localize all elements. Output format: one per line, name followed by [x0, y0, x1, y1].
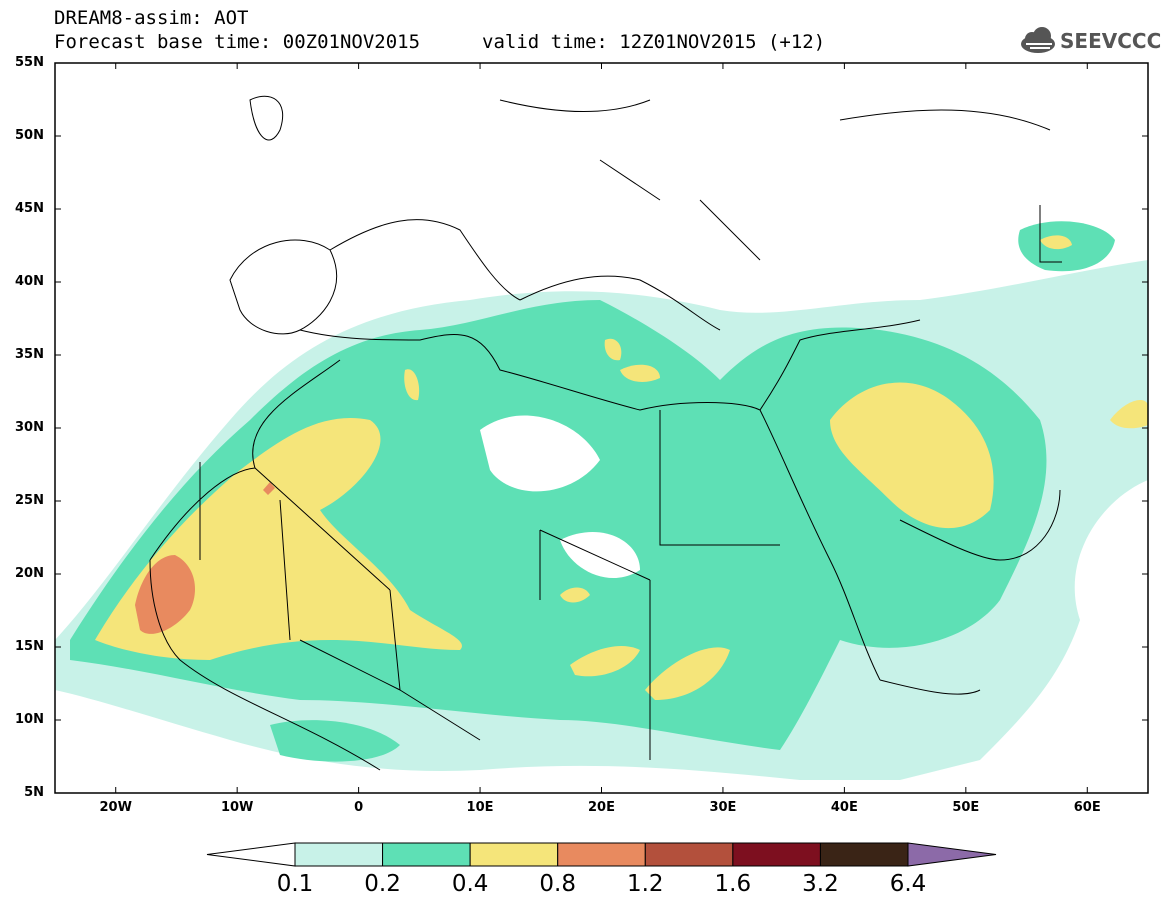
lon-label: 40E [830, 800, 858, 815]
aot-band-0-4-chad [570, 645, 640, 677]
lon-label: 10E [466, 800, 494, 815]
lat-label: 10N [15, 712, 44, 727]
coastlines [149, 95, 1062, 771]
logo-text: SEEVCCC [1060, 29, 1162, 53]
colorbar-swatch [469, 842, 559, 867]
seevccc-logo: SEEVCCC [1018, 24, 1161, 58]
lat-label: 25N [15, 493, 44, 508]
lon-label: 10W [220, 800, 254, 815]
axis-ticks [55, 62, 1148, 794]
aot-band-0-4-crete [620, 364, 660, 382]
forecast-base-time: Forecast base time: 00Z01NOV2015 [54, 31, 421, 53]
colorbar-label: 1.6 [714, 871, 752, 897]
lon-label: 50E [952, 800, 980, 815]
aot-band-0-4-spot [560, 587, 590, 603]
lon-label: 0 [354, 800, 364, 815]
lon-label: 20E [588, 800, 615, 815]
aot-band-0-4-sudan [645, 647, 730, 700]
aot-band-0-4-aegean [604, 338, 622, 361]
lat-label: 20N [15, 566, 44, 581]
colorbar-swatch [382, 842, 471, 867]
aot-field [55, 221, 1148, 780]
valid-time: valid time: 12Z01NOV2015 (+12) [482, 31, 826, 53]
colorbar-label: 1.2 [626, 871, 664, 897]
lon-label: 20W [99, 800, 132, 815]
aot-band-0-2-gulf [270, 720, 400, 762]
lat-label: 5N [24, 785, 44, 800]
lat-label: 50N [15, 128, 44, 143]
colorbar-max-arrow [907, 842, 997, 867]
colorbar-swatch [294, 842, 384, 867]
lon-label: 30E [709, 800, 737, 815]
colorbar-swatch [557, 842, 646, 867]
aot-band-0-8-spot [263, 482, 275, 495]
aot-band-0-4-caspian [1040, 235, 1072, 250]
aot-band-0-4-iran [1110, 400, 1148, 429]
aot-band-0-4-algeria [404, 369, 420, 401]
colorbar-swatch [732, 842, 821, 867]
lat-label: 55N [15, 55, 44, 70]
colorbar-label: 6.4 [889, 871, 927, 897]
cloud-icon [1021, 27, 1055, 53]
colorbar-swatch [819, 842, 909, 867]
lat-label: 15N [15, 639, 44, 654]
colorbar-label: 0.2 [364, 871, 401, 897]
colorbar-label: 3.2 [802, 871, 839, 897]
lat-label: 30N [15, 420, 44, 435]
lon-label: 60E [1073, 800, 1101, 815]
lat-label: 40N [15, 274, 44, 289]
lat-label: 35N [15, 347, 44, 362]
colorbar-swatch [644, 842, 734, 867]
aot-band-0-4-arabia [830, 382, 994, 529]
lat-label: 45N [15, 201, 44, 216]
colorbar-label: 0.4 [451, 871, 489, 897]
colorbar [206, 842, 997, 867]
colorbar-label: 0.1 [276, 871, 314, 897]
colorbar-label: 0.8 [539, 871, 576, 897]
chart-title: DREAM8-assim: AOT [54, 7, 249, 29]
aot-gap-1 [480, 415, 600, 492]
colorbar-min-arrow [206, 842, 296, 867]
